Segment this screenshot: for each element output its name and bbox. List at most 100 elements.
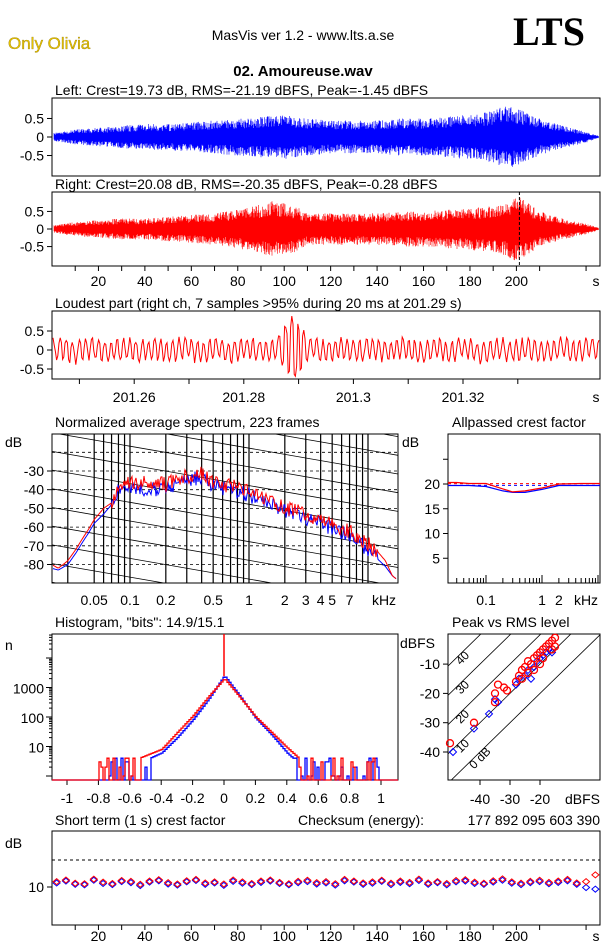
- short-term-right-point: [581, 877, 591, 886]
- short-term-right-point: [591, 871, 600, 879]
- short-term-right-point: [117, 876, 126, 885]
- short-term-right-point: [219, 880, 229, 888]
- allpassed-xtick-label: 2: [555, 592, 563, 608]
- peak-rms-right-point: [469, 718, 479, 727]
- spectrum-slope-line: [52, 563, 167, 583]
- histogram-xtick-label: 0: [220, 790, 228, 806]
- spectrum-slope-line: [52, 321, 398, 381]
- allpassed-ytick-label: 15: [424, 501, 440, 517]
- short-term-left-point: [377, 877, 386, 885]
- histogram-xtick-label: 0.8: [340, 790, 360, 806]
- histogram-xtick-label: 0.4: [277, 790, 297, 806]
- peak-rms-right-point: [550, 642, 560, 651]
- histogram-xtick-label: 1: [377, 790, 385, 806]
- file-name: 02. Amoureuse.wav: [233, 63, 373, 80]
- right-waveform-xtick-label: 200: [505, 273, 529, 289]
- short-term-xtick-label: 60: [184, 928, 200, 944]
- right-waveform-ytick-label: -0.5: [20, 239, 44, 255]
- short-term-right-point: [507, 878, 517, 886]
- crest-line-label: 30: [453, 677, 473, 697]
- spectrum-slope-line: [52, 544, 275, 583]
- peak-rms-ytick-label: -30: [420, 715, 440, 731]
- short-term-left-point: [591, 885, 600, 893]
- spectrum-ytick-label: -70: [24, 538, 44, 554]
- right-waveform-xtick-label: 60: [184, 273, 200, 289]
- short-term-right-point: [386, 879, 396, 887]
- crest-line: [448, 634, 482, 667]
- spectrum-xtick-label: 2: [281, 592, 289, 608]
- short-term-right-point: [135, 880, 145, 888]
- short-term-right-point: [535, 876, 544, 884]
- right-waveform-xtick-label: 100: [273, 273, 297, 289]
- short-term-right-point: [544, 878, 554, 887]
- allpassed-xtick-label: 0.1: [476, 592, 496, 608]
- lts-logo: LTS: [513, 9, 585, 54]
- short-term-xtick-label: 40: [137, 928, 153, 944]
- short-term-right-point: [321, 877, 331, 886]
- loudest-ytick-label: 0: [36, 342, 44, 358]
- short-term-xtick-label: 140: [365, 928, 389, 944]
- short-term-right-point: [414, 875, 424, 883]
- spectrum-ytick-label: -60: [24, 519, 44, 535]
- spectrum-ylabel: dB: [5, 434, 22, 450]
- short-term-right-point: [126, 877, 136, 885]
- short-term-right-point: [52, 877, 61, 886]
- allpassed-xunit: kHz: [574, 592, 598, 608]
- spectrum-slope-line: [52, 358, 398, 418]
- spectrum-right-line: [52, 466, 397, 580]
- short-term-xtick-label: 100: [273, 928, 297, 944]
- spectrum-ytick-label: -80: [24, 557, 44, 573]
- short-term-right-point: [173, 880, 182, 888]
- short-term-right-point: [98, 878, 108, 886]
- peak-rms-left-point: [511, 680, 521, 689]
- short-term-ylabel: dB: [5, 835, 22, 851]
- spectrum-slope-line: [52, 451, 398, 512]
- spectrum-ytick-label: -50: [24, 500, 44, 516]
- allpassed-right-line: [448, 481, 600, 493]
- crest-line: [448, 634, 542, 726]
- spectrum-slope-line: [52, 507, 398, 568]
- allpassed-ytick-label: 20: [424, 476, 440, 492]
- spectrum-title: Normalized average spectrum, 223 frames: [55, 414, 320, 430]
- short-term-right-point: [275, 878, 284, 887]
- allpassed-ytick-label: 10: [424, 526, 440, 542]
- loudest-xunit: s: [593, 389, 600, 405]
- short-term-right-point: [479, 879, 489, 887]
- peak-rms-left-point: [547, 648, 557, 657]
- short-term-right-point: [461, 876, 470, 884]
- peak-rms-right-point: [535, 659, 545, 669]
- histogram-right-line: [52, 679, 398, 781]
- peak-vs-rms-title: Peak vs RMS level: [452, 614, 569, 630]
- short-term-xtick-label: 120: [319, 928, 343, 944]
- short-term-right-point: [210, 878, 219, 886]
- short-term-ytick-label: 10: [28, 879, 44, 895]
- peak-rms-right-point: [529, 665, 539, 675]
- peak-rms-left-point: [526, 674, 536, 683]
- short-term-right-point: [442, 879, 452, 888]
- short-term-right-point: [516, 879, 526, 887]
- histogram-xtick-label: -0.2: [181, 790, 205, 806]
- right-waveform-ytick-label: 0.5: [25, 203, 45, 219]
- short-term-left-point: [173, 881, 182, 889]
- short-term-right-point: [163, 879, 173, 887]
- short-term-right-point: [61, 876, 71, 884]
- histogram-ytick-label: 10: [28, 740, 44, 756]
- short-term-right-point: [572, 879, 582, 887]
- spectrum-xtick-label: 0.1: [120, 592, 140, 608]
- right-waveform-trace: [53, 197, 599, 261]
- spectrum-xtick-label: 7: [346, 592, 354, 608]
- allpassed-xtick-label: 1: [538, 592, 546, 608]
- short-term-right-point: [247, 879, 256, 888]
- short-term-right-point: [358, 879, 368, 887]
- short-term-xtick-label: 160: [412, 928, 436, 944]
- allpassed-ytick-label: 5: [432, 550, 440, 566]
- right-waveform-xtick-label: 140: [365, 273, 389, 289]
- short-term-left-point: [581, 883, 591, 892]
- histogram-left-line: [52, 676, 398, 781]
- right-waveform-xtick-label: 80: [230, 273, 246, 289]
- spectrum-slope-line: [52, 525, 382, 583]
- loudest-ytick-label: 0.5: [25, 323, 45, 339]
- peak-rms-ylabel: dBFS: [400, 635, 435, 651]
- short-term-right-point: [228, 876, 238, 884]
